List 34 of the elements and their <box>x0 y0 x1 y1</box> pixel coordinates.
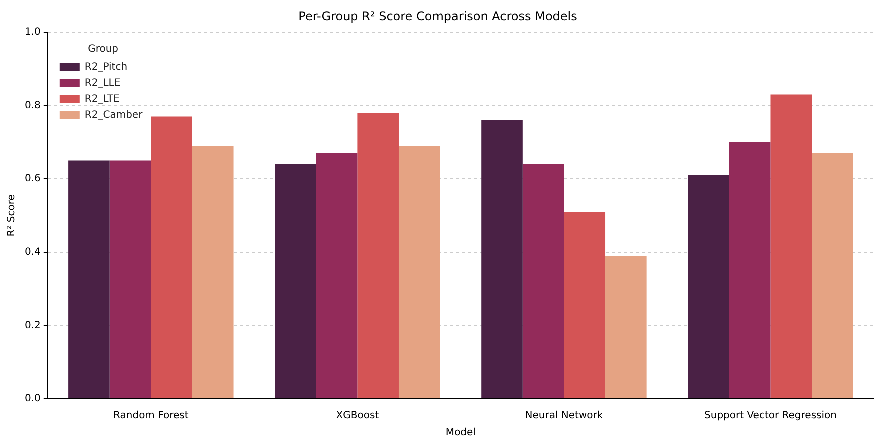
bar <box>110 160 152 398</box>
bar <box>151 116 192 398</box>
bar <box>482 120 523 398</box>
bar <box>358 113 399 398</box>
bar <box>564 212 606 398</box>
x-tick-label: Neural Network <box>525 410 604 422</box>
x-tick-label: Random Forest <box>114 410 189 422</box>
y-tick-label: 1.0 <box>24 26 41 38</box>
bar <box>812 153 854 398</box>
bar <box>688 175 730 398</box>
bar <box>68 160 110 398</box>
x-tick-label: Support Vector Regression <box>704 410 837 422</box>
bar <box>316 153 358 398</box>
x-axis-title: Model <box>446 428 476 439</box>
bar <box>192 146 234 398</box>
legend-label: R2_Pitch <box>84 62 128 73</box>
bar <box>522 164 564 398</box>
legend-label: R2_LTE <box>84 94 120 105</box>
y-tick-label: 0.2 <box>24 320 41 332</box>
y-tick-label: 0.8 <box>24 100 41 112</box>
legend-label: R2_Camber <box>84 110 144 121</box>
y-axis-title: R² Score <box>6 194 18 237</box>
chart-title: Per-Group R² Score Comparison Across Models <box>298 9 578 24</box>
bar <box>606 256 647 398</box>
x-tick-label: XGBoost <box>336 410 380 422</box>
y-tick-label: 0.6 <box>24 174 41 185</box>
bar <box>770 94 812 398</box>
bar <box>398 146 440 398</box>
y-tick-label: 0.0 <box>24 394 41 405</box>
legend-title: Group <box>88 44 119 55</box>
bar <box>729 142 771 398</box>
bar <box>275 164 316 398</box>
y-tick-label: 0.4 <box>24 246 41 258</box>
legend-label: R2_LLE <box>84 78 121 89</box>
